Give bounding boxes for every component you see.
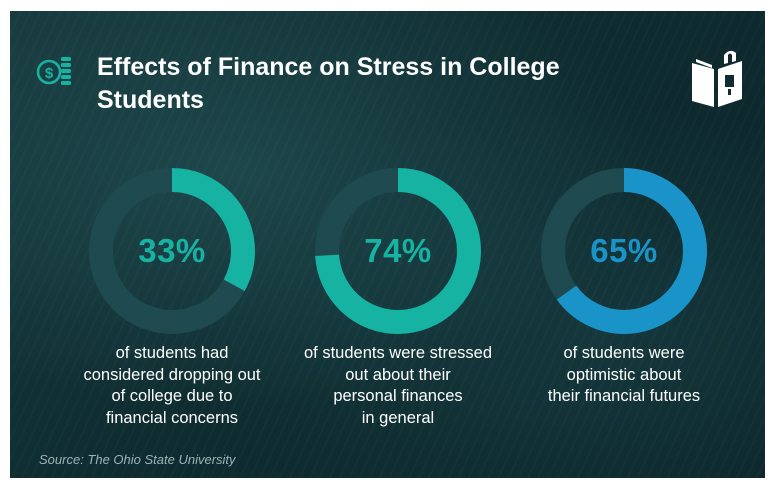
donut-value-label-3: 65% bbox=[590, 232, 658, 269]
background-texture bbox=[10, 11, 765, 478]
open-book-lock-icon bbox=[688, 49, 746, 109]
svg-text:$: $ bbox=[45, 65, 54, 82]
donut-value-label-1: 33% bbox=[138, 232, 206, 269]
caption-line: of students were stressed bbox=[303, 344, 492, 362]
donut-arc-3 bbox=[541, 168, 707, 334]
page-title: Effects of Finance on Stress in College … bbox=[97, 53, 560, 114]
donut-svg-1 bbox=[89, 168, 255, 334]
coins-dollar-icon: $ bbox=[36, 53, 72, 87]
donut-svg-3 bbox=[541, 168, 707, 334]
donut-chart-3: 65% bbox=[534, 161, 714, 341]
caption-line: in general bbox=[361, 408, 435, 427]
donut-value-label-2: 74% bbox=[364, 232, 432, 269]
stat-caption-1: of students had considered dropping out … bbox=[52, 343, 292, 429]
donut-arc-2 bbox=[315, 168, 481, 334]
donut-chart-1: 33% bbox=[82, 161, 262, 341]
stat-caption-2: of students were stressed out about thei… bbox=[278, 343, 518, 429]
caption-line: of students had bbox=[115, 344, 229, 362]
donut-svg-2 bbox=[315, 168, 481, 334]
caption-line: personal finances bbox=[333, 387, 463, 405]
donut-chart-2: 74% bbox=[308, 161, 488, 341]
caption-line: considered dropping out bbox=[83, 365, 261, 384]
caption-line: optimistic about bbox=[566, 365, 682, 384]
caption-line: out about their bbox=[345, 365, 451, 384]
caption-line: financial concerns bbox=[105, 408, 239, 427]
donut-arc-1 bbox=[89, 168, 255, 334]
source-note: Source: The Ohio State University bbox=[39, 452, 236, 467]
caption-line: of students were bbox=[563, 344, 685, 362]
caption-line: their financial futures bbox=[547, 387, 701, 405]
infographic-panel: $ Effects of Finance on Stress in Colleg… bbox=[10, 11, 765, 478]
caption-line: of college due to bbox=[111, 387, 233, 405]
stat-caption-3: of students were optimistic about their … bbox=[504, 343, 744, 408]
